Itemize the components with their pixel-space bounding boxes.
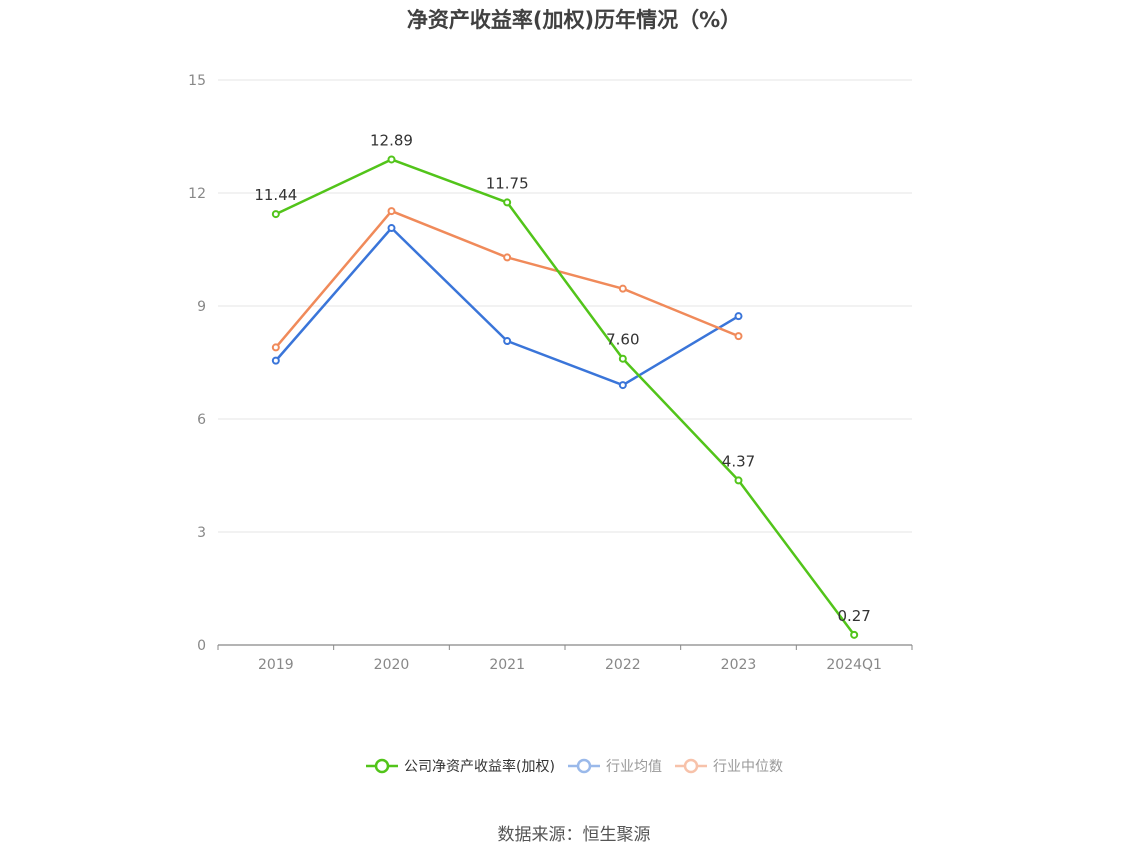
y-tick-label: 0 — [197, 638, 206, 654]
legend: 公司净资产收益率(加权) 行业均值 行业中位数 — [0, 756, 1148, 776]
x-tick-label: 2024Q1 — [826, 657, 882, 673]
x-tick-label: 2019 — [258, 657, 294, 673]
data-point — [618, 381, 627, 390]
data-label: 4.37 — [722, 452, 755, 470]
data-point — [734, 312, 743, 321]
legend-marker-icon — [567, 758, 600, 774]
legend-label: 行业中位数 — [712, 759, 783, 775]
data-point — [618, 284, 627, 293]
y-tick-label: 9 — [197, 299, 206, 315]
data-point — [387, 207, 396, 216]
data-point — [503, 198, 512, 207]
data-point — [387, 155, 396, 164]
data-point — [734, 332, 743, 341]
data-point — [271, 343, 280, 352]
data-label: 7.60 — [606, 331, 639, 349]
data-point — [271, 210, 280, 219]
x-tick-label: 2020 — [374, 657, 410, 673]
data-label: 12.89 — [370, 131, 413, 149]
series-line — [275, 158, 856, 636]
y-tick-label: 15 — [188, 73, 206, 89]
data-point — [271, 356, 280, 365]
y-tick-label: 3 — [197, 525, 206, 541]
legend-marker-icon — [366, 758, 399, 774]
legend-marker-icon — [674, 758, 707, 774]
x-tick-label: 2022 — [605, 657, 641, 673]
y-tick-label: 12 — [188, 186, 206, 202]
legend-item[interactable]: 公司净资产收益率(加权) — [365, 756, 555, 776]
series-lines — [271, 155, 859, 639]
data-labels: 11.44 12.89 11.75 7.60 4.37 0.27 — [254, 131, 871, 624]
x-tick-label: 2023 — [721, 657, 757, 673]
chart-title: 净资产收益率(加权)历年情况（%） — [406, 8, 742, 32]
y-tick-label: 6 — [197, 412, 206, 428]
legend-label: 公司净资产收益率(加权) — [404, 759, 555, 775]
data-point — [734, 476, 743, 485]
x-tick-label: 2021 — [489, 657, 525, 673]
data-label: 0.27 — [837, 607, 870, 625]
legend-item[interactable]: 行业均值 — [567, 756, 662, 776]
source-note: 数据来源：恒生聚源 — [497, 825, 651, 845]
grid-lines — [218, 79, 912, 533]
data-label: 11.75 — [486, 174, 529, 192]
axes: 0 3 6 9 12 15 2019 2020 2021 2022 2023 2024Q1 — [188, 73, 913, 673]
data-point — [503, 337, 512, 346]
legend-item[interactable]: 行业中位数 — [674, 756, 783, 776]
legend-label: 行业均值 — [605, 759, 662, 775]
data-point — [618, 354, 627, 363]
data-point — [850, 630, 859, 639]
data-point — [387, 224, 396, 233]
data-label: 11.44 — [254, 186, 297, 204]
data-point — [503, 253, 512, 262]
